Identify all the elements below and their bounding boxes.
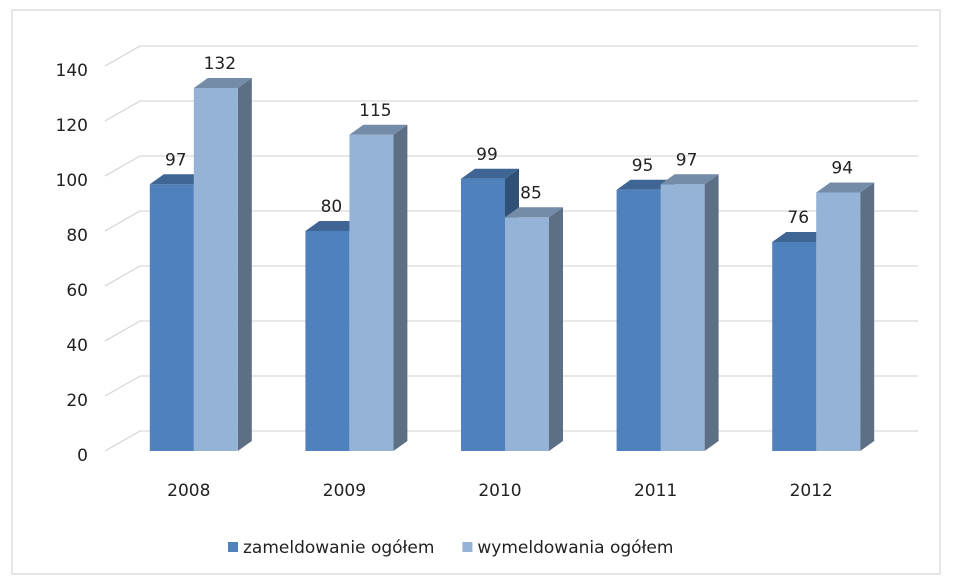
bar-top xyxy=(616,179,675,190)
bar-side xyxy=(393,124,408,451)
x-tick-label: 2011 xyxy=(634,481,677,501)
bar-top xyxy=(505,207,563,218)
legend-label: zameldowanie ogółem xyxy=(243,538,434,558)
bar-side xyxy=(237,78,252,451)
bar-top xyxy=(149,174,208,185)
grid-line xyxy=(104,45,918,67)
y-tick-label: 40 xyxy=(66,336,88,356)
bar xyxy=(660,184,705,451)
data-label: 99 xyxy=(476,145,498,165)
y-tick-label: 0 xyxy=(77,446,88,466)
bar-top xyxy=(193,78,252,88)
data-label: 94 xyxy=(831,159,853,179)
bar xyxy=(349,134,394,451)
bar-side xyxy=(704,174,719,451)
data-label: 95 xyxy=(632,156,654,176)
y-tick-label: 120 xyxy=(56,116,88,136)
x-tick-label: 2010 xyxy=(478,481,521,501)
data-label: 132 xyxy=(204,54,236,74)
y-tick-label: 100 xyxy=(56,171,88,191)
data-label: 76 xyxy=(787,208,809,228)
x-tick-label: 2012 xyxy=(790,481,833,501)
data-label: 97 xyxy=(165,150,187,170)
bar-side xyxy=(549,207,563,451)
data-label: 97 xyxy=(676,150,698,170)
legend-swatch xyxy=(462,542,473,552)
y-tick-label: 60 xyxy=(66,281,88,301)
y-tick-label: 20 xyxy=(66,391,88,411)
bar xyxy=(505,217,549,451)
bar-top xyxy=(349,124,408,135)
data-label: 85 xyxy=(520,183,542,203)
legend-swatch xyxy=(228,542,238,552)
bar xyxy=(149,184,194,451)
bar xyxy=(772,242,817,451)
bar-top xyxy=(772,232,831,242)
bar-top xyxy=(660,174,719,185)
bar xyxy=(616,189,661,451)
bar xyxy=(193,88,238,451)
x-tick-label: 2008 xyxy=(167,481,210,501)
legend-label: wymeldowania ogółem xyxy=(477,538,673,558)
grid-line xyxy=(104,100,918,122)
x-tick-label: 2009 xyxy=(323,481,366,501)
data-label: 80 xyxy=(321,197,343,217)
y-tick-label: 80 xyxy=(66,226,88,246)
bar-top xyxy=(816,182,875,193)
data-label: 115 xyxy=(359,101,391,121)
bar-top xyxy=(461,168,519,179)
bar xyxy=(305,231,350,451)
bar xyxy=(816,192,861,451)
y-tick-label: 140 xyxy=(56,61,88,81)
grid-line xyxy=(104,155,918,177)
bar-top xyxy=(305,221,364,231)
bar-side xyxy=(860,182,875,451)
bar xyxy=(461,178,505,451)
